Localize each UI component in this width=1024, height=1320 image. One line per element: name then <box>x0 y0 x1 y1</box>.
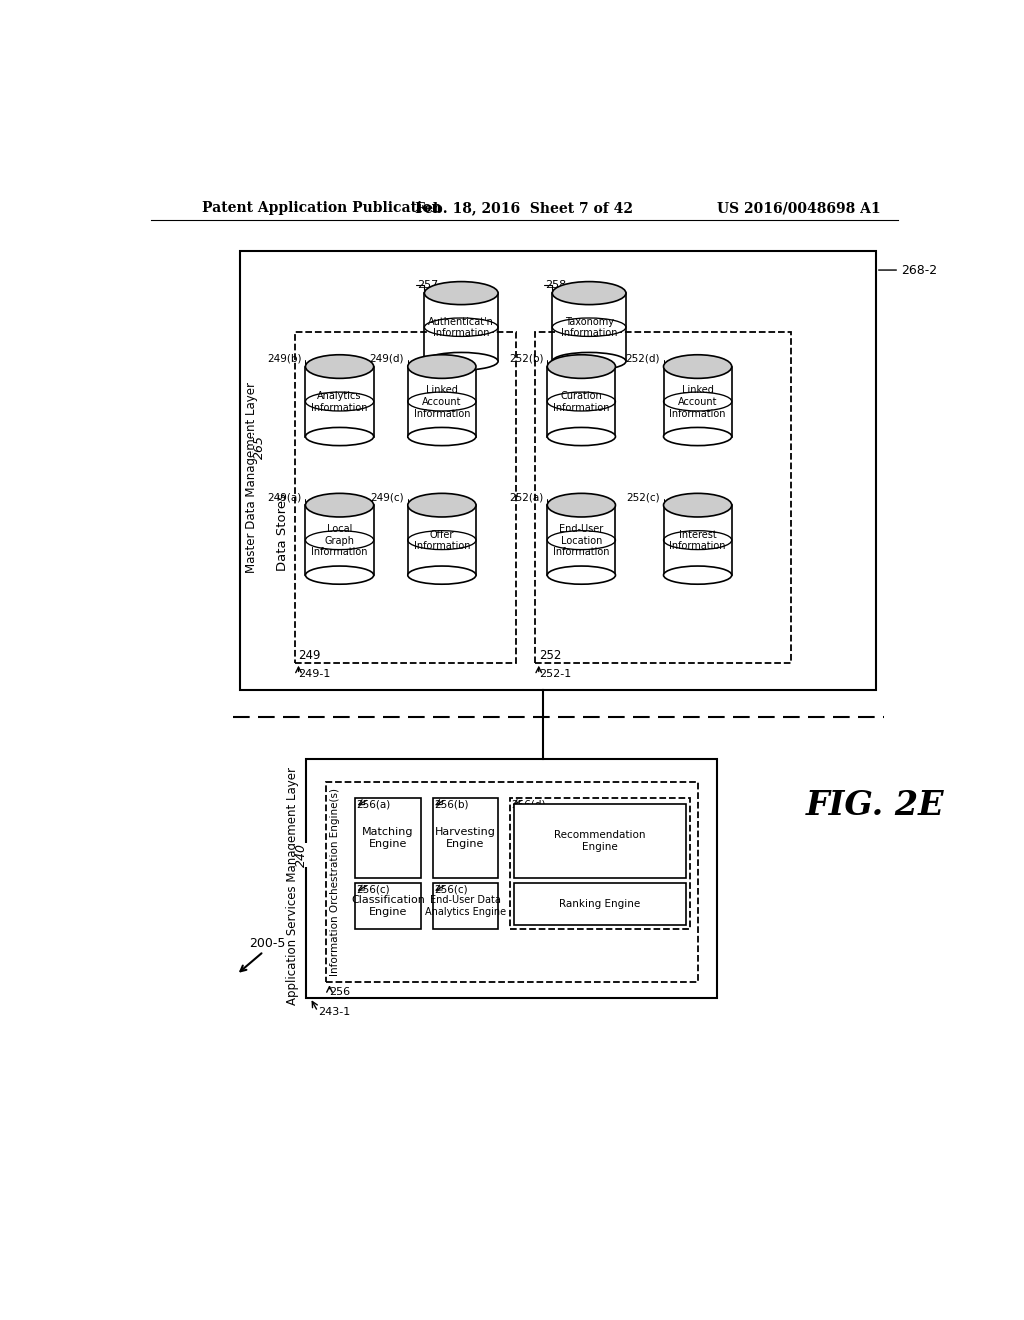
Ellipse shape <box>552 281 626 305</box>
Text: 256(a): 256(a) <box>356 799 391 809</box>
Text: 249: 249 <box>299 648 321 661</box>
Ellipse shape <box>664 531 732 549</box>
Ellipse shape <box>664 566 732 585</box>
Text: Offer
Information: Offer Information <box>414 529 470 552</box>
Text: Information Orchestration Engine(s): Information Orchestration Engine(s) <box>330 788 340 977</box>
Ellipse shape <box>408 428 476 446</box>
Text: Application Services Management Layer: Application Services Management Layer <box>286 767 299 1005</box>
Text: Harvesting
Engine: Harvesting Engine <box>435 828 496 849</box>
Text: 200-5: 200-5 <box>249 937 286 950</box>
Ellipse shape <box>424 352 498 370</box>
Ellipse shape <box>305 566 374 585</box>
Ellipse shape <box>547 392 615 411</box>
Text: 252: 252 <box>539 648 561 661</box>
FancyBboxPatch shape <box>514 804 686 878</box>
Ellipse shape <box>408 531 476 549</box>
Text: US 2016/0048698 A1: US 2016/0048698 A1 <box>717 202 881 215</box>
Text: Taxonomy
Information: Taxonomy Information <box>561 317 617 338</box>
Ellipse shape <box>408 494 476 517</box>
Polygon shape <box>305 506 374 576</box>
Text: 243-1: 243-1 <box>317 1007 350 1016</box>
Ellipse shape <box>664 355 732 379</box>
Ellipse shape <box>552 352 626 370</box>
Text: 252(d): 252(d) <box>625 354 659 363</box>
Text: 256: 256 <box>330 986 350 997</box>
Text: 240: 240 <box>295 843 308 867</box>
Ellipse shape <box>305 531 374 549</box>
Ellipse shape <box>547 566 615 585</box>
Ellipse shape <box>664 392 732 411</box>
Text: 256(d): 256(d) <box>512 799 546 809</box>
Text: 252-1: 252-1 <box>539 669 571 680</box>
Polygon shape <box>408 367 476 437</box>
Text: 249(c): 249(c) <box>371 492 403 502</box>
Text: 268-2: 268-2 <box>901 264 937 277</box>
FancyBboxPatch shape <box>355 797 421 878</box>
Text: Feb. 18, 2016  Sheet 7 of 42: Feb. 18, 2016 Sheet 7 of 42 <box>415 202 633 215</box>
Ellipse shape <box>408 392 476 411</box>
Ellipse shape <box>408 566 476 585</box>
Text: 256(c): 256(c) <box>356 884 390 895</box>
Ellipse shape <box>305 392 374 411</box>
Text: Authenticat'n
Information: Authenticat'n Information <box>428 317 495 338</box>
Text: Matching
Engine: Matching Engine <box>362 828 414 849</box>
Text: Master Data Management Layer: Master Data Management Layer <box>245 383 258 573</box>
FancyBboxPatch shape <box>432 883 499 929</box>
Text: 256(c): 256(c) <box>434 884 468 895</box>
FancyBboxPatch shape <box>306 759 717 998</box>
Ellipse shape <box>424 281 498 305</box>
Ellipse shape <box>664 428 732 446</box>
Polygon shape <box>547 367 615 437</box>
Polygon shape <box>547 506 615 576</box>
Text: 252(b): 252(b) <box>509 354 544 363</box>
Text: Linked
Account
Information: Linked Account Information <box>414 385 470 418</box>
Text: 257: 257 <box>417 280 438 290</box>
Text: Classification
Engine: Classification Engine <box>351 895 425 917</box>
Ellipse shape <box>547 428 615 446</box>
FancyBboxPatch shape <box>514 883 686 925</box>
Polygon shape <box>664 506 732 576</box>
Ellipse shape <box>664 494 732 517</box>
Ellipse shape <box>305 494 374 517</box>
FancyBboxPatch shape <box>432 797 499 878</box>
Ellipse shape <box>547 355 615 379</box>
FancyBboxPatch shape <box>241 251 876 689</box>
Text: 249(a): 249(a) <box>267 492 302 502</box>
Text: 265: 265 <box>253 436 266 459</box>
Text: 249(b): 249(b) <box>267 354 302 363</box>
Polygon shape <box>664 367 732 437</box>
Ellipse shape <box>547 531 615 549</box>
Text: Linked
Account
Information: Linked Account Information <box>670 385 726 418</box>
Text: 258: 258 <box>545 280 566 290</box>
Ellipse shape <box>305 428 374 446</box>
Text: End-User
Location
Information: End-User Location Information <box>553 524 609 557</box>
Polygon shape <box>305 367 374 437</box>
Text: End-User Data
Analytics Engine: End-User Data Analytics Engine <box>425 895 506 917</box>
Text: Recommendation
Engine: Recommendation Engine <box>554 830 646 851</box>
Ellipse shape <box>547 494 615 517</box>
Text: Local
Graph
Information: Local Graph Information <box>311 524 368 557</box>
Text: FIG. 2E: FIG. 2E <box>806 789 945 821</box>
Ellipse shape <box>552 318 626 337</box>
Ellipse shape <box>305 355 374 379</box>
Polygon shape <box>424 293 498 362</box>
Ellipse shape <box>424 318 498 337</box>
Text: Interest
Information: Interest Information <box>670 529 726 552</box>
Text: Patent Application Publication: Patent Application Publication <box>202 202 441 215</box>
Polygon shape <box>408 506 476 576</box>
Text: 252(a): 252(a) <box>509 492 544 502</box>
Text: 249(d): 249(d) <box>370 354 403 363</box>
Ellipse shape <box>408 355 476 379</box>
Text: 249-1: 249-1 <box>299 669 331 680</box>
Text: Ranking Engine: Ranking Engine <box>559 899 641 909</box>
Text: 256(b): 256(b) <box>434 799 469 809</box>
FancyBboxPatch shape <box>355 883 421 929</box>
Text: Analytics
Information: Analytics Information <box>311 391 368 413</box>
Text: 252(c): 252(c) <box>626 492 659 502</box>
Text: Curation
Information: Curation Information <box>553 391 609 413</box>
Polygon shape <box>552 293 626 362</box>
Text: Data Stores: Data Stores <box>276 492 290 570</box>
